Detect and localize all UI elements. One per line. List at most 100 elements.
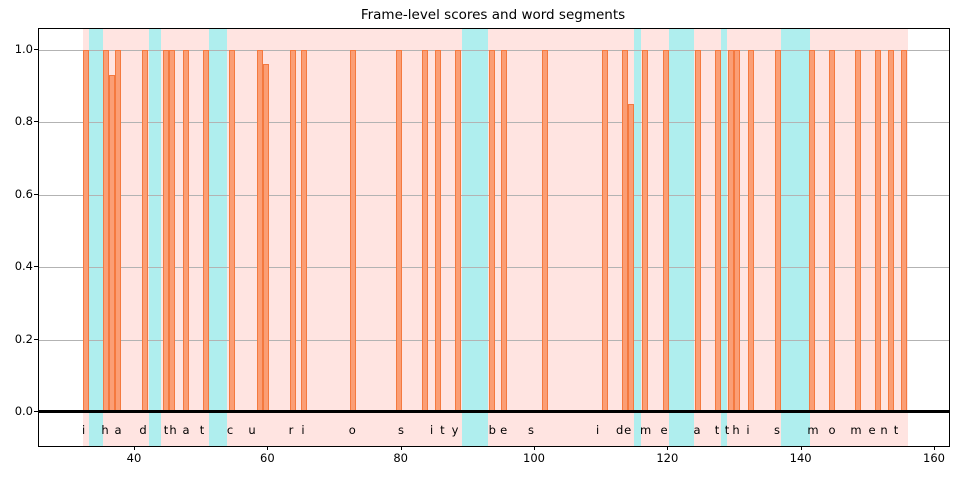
score-bar — [888, 49, 894, 412]
word-letter: a — [693, 422, 701, 437]
score-bar — [695, 49, 701, 412]
pause-segment-band — [149, 29, 161, 446]
y-tick-label: 0.8 — [14, 114, 33, 129]
word-letter: m — [807, 422, 819, 437]
word-letter: m — [640, 422, 652, 437]
word-letter: c — [226, 422, 234, 437]
score-bar — [202, 49, 209, 412]
word-letter: i — [82, 422, 86, 437]
word-letter: a — [114, 422, 122, 437]
pause-segment-band — [461, 29, 489, 446]
score-bar — [628, 104, 634, 412]
chart-title: Frame-level scores and word segments — [360, 7, 626, 23]
x-tick-mark — [534, 446, 535, 450]
word-letter: i — [430, 422, 434, 437]
x-tick-label: 40 — [126, 451, 142, 465]
word-letter: s — [774, 422, 780, 437]
word-segment-band — [488, 29, 634, 446]
x-tick-mark — [934, 446, 935, 450]
pause-segment-band — [669, 29, 694, 446]
word-letter: d — [616, 422, 624, 437]
score-bar — [183, 49, 189, 412]
pause-segment-band — [89, 29, 103, 446]
score-bar — [775, 49, 781, 412]
x-tick-mark — [267, 446, 268, 450]
x-tick-mark — [134, 446, 135, 450]
word-letter: h — [101, 422, 109, 437]
score-bar — [715, 49, 721, 412]
score-bar — [748, 49, 754, 412]
y-tick-mark — [34, 339, 38, 340]
pause-segment-band — [781, 29, 811, 446]
score-bar — [875, 49, 881, 412]
word-letter: e — [624, 422, 632, 437]
score-bar — [435, 49, 441, 412]
y-tick-label: 0.4 — [14, 259, 33, 274]
word-letter: d — [139, 422, 147, 437]
score-bar — [422, 49, 428, 412]
score-bar — [301, 49, 308, 412]
pause-segment-band — [634, 29, 641, 446]
word-letter: a — [182, 422, 190, 437]
score-bar — [455, 49, 461, 412]
score-bar — [290, 49, 296, 412]
word-letter: b — [488, 422, 496, 437]
word-letter: e — [868, 422, 876, 437]
word-letter: i — [746, 422, 750, 437]
score-bar — [855, 49, 861, 412]
y-tick-label: 0.2 — [14, 331, 33, 346]
word-letter: u — [248, 422, 256, 437]
score-bar — [263, 64, 269, 412]
y-tick-mark — [34, 266, 38, 267]
x-tick-label: 80 — [393, 451, 408, 465]
word-letter: s — [528, 422, 534, 437]
word-letter: e — [500, 422, 508, 437]
word-letter: e — [660, 422, 668, 437]
score-bar — [900, 49, 907, 412]
word-letter: h — [732, 422, 740, 437]
word-letter: i — [596, 422, 600, 437]
word-letter: t — [724, 422, 730, 437]
word-letter: t — [893, 422, 899, 437]
word-letter: n — [880, 422, 888, 437]
word-letter: t — [163, 422, 169, 437]
y-tick-mark — [34, 194, 38, 195]
word-letter: t — [440, 422, 445, 437]
score-bar — [489, 49, 495, 412]
score-bar — [663, 49, 669, 412]
y-tick-label: 1.0 — [14, 41, 33, 56]
y-tick-label: 0.0 — [14, 403, 33, 418]
score-bar — [350, 49, 356, 412]
score-bar — [734, 49, 740, 412]
y-tick-mark — [34, 411, 38, 412]
x-tick-mark — [667, 446, 668, 450]
word-letter: o — [828, 422, 836, 437]
score-bar — [168, 49, 175, 412]
word-letter: t — [199, 422, 205, 437]
word-letter: i — [301, 422, 305, 437]
word-letter: r — [288, 422, 294, 437]
word-letter: y — [451, 422, 459, 437]
y-tick-mark — [34, 121, 38, 122]
score-bar — [83, 49, 89, 412]
y-tick-mark — [34, 49, 38, 50]
score-bar — [642, 49, 648, 412]
score-bar — [396, 49, 402, 412]
x-tick-label: 160 — [923, 451, 945, 465]
score-bar — [229, 49, 235, 412]
pause-segment-band — [209, 29, 227, 446]
x-tick-mark — [401, 446, 402, 450]
score-bar — [142, 49, 148, 412]
x-tick-mark — [801, 446, 802, 450]
y-tick-label: 0.6 — [14, 186, 33, 201]
score-bar — [114, 49, 121, 412]
score-bar — [501, 49, 507, 412]
x-tick-label: 100 — [523, 451, 545, 465]
score-bar — [542, 49, 548, 412]
word-letter: s — [398, 422, 404, 437]
x-tick-label: 120 — [656, 451, 679, 465]
word-letter: h — [169, 422, 177, 437]
score-bar — [828, 49, 835, 412]
word-letter: m — [850, 422, 862, 437]
